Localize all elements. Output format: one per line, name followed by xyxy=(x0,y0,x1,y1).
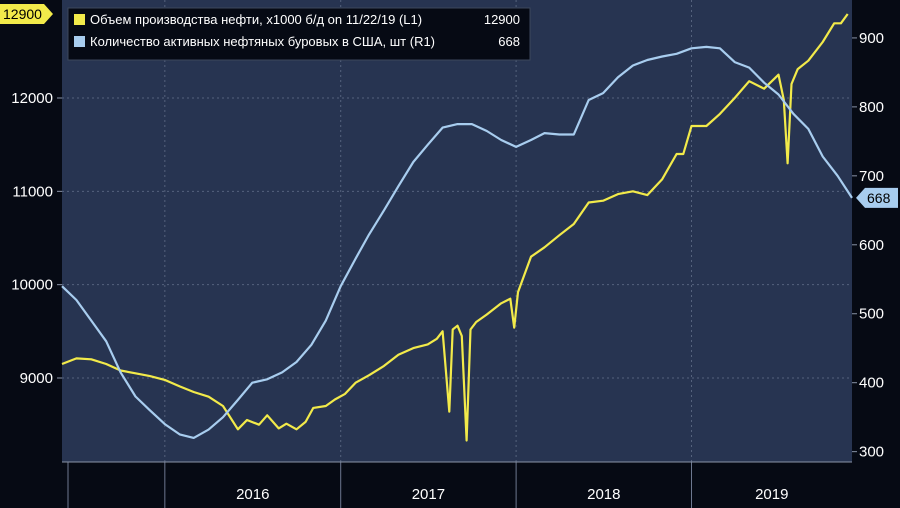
last-value-text-right: 668 xyxy=(867,190,891,206)
legend-value: 12900 xyxy=(484,12,520,27)
legend-label: Объем производства нефти, х1000 б/д on 1… xyxy=(90,12,422,27)
y-right-tick-label: 400 xyxy=(859,375,884,392)
legend-value: 668 xyxy=(498,34,520,49)
grid-layer xyxy=(62,0,852,462)
series-line-2 xyxy=(61,45,853,439)
y-right-tick-label: 300 xyxy=(859,444,884,461)
y-right-tick-label: 500 xyxy=(859,306,884,323)
x-tick-label: 2017 xyxy=(412,486,445,503)
x-tick-label: 2018 xyxy=(587,486,620,503)
legend-swatch xyxy=(74,36,85,47)
legend-label: Количество активных нефтяных буровых в С… xyxy=(90,34,435,49)
x-tick-label: 2019 xyxy=(755,486,788,503)
last-value-labels: 12900 668 xyxy=(0,4,898,208)
legend-box xyxy=(67,7,531,61)
y-right-tick-label: 600 xyxy=(859,237,884,254)
series-line-1 xyxy=(61,13,849,442)
y-left-tick-label: 11000 xyxy=(12,183,53,200)
y-left-tick-label: 10000 xyxy=(11,277,53,294)
axis-layer: 2016 2017 2018 2019 9000 10000 11000 12000 300 40… xyxy=(11,30,884,508)
plot-area xyxy=(62,0,852,462)
legend: Объем производства нефти, х1000 б/д on 1… xyxy=(67,7,531,61)
last-value-badge-left xyxy=(0,4,53,24)
y-right-tick-label: 800 xyxy=(859,99,884,116)
last-value-text-left: 12900 xyxy=(3,6,42,22)
last-value-badge-right xyxy=(856,187,898,208)
y-left-tick-label: 9000 xyxy=(20,370,53,387)
y-left-tick-label: 12000 xyxy=(11,90,53,107)
y-right-tick-label: 700 xyxy=(859,168,884,185)
x-tick-label: 2016 xyxy=(236,486,269,503)
series-layer xyxy=(61,13,853,442)
legend-swatch xyxy=(74,14,85,25)
y-right-tick-label: 900 xyxy=(859,30,884,47)
